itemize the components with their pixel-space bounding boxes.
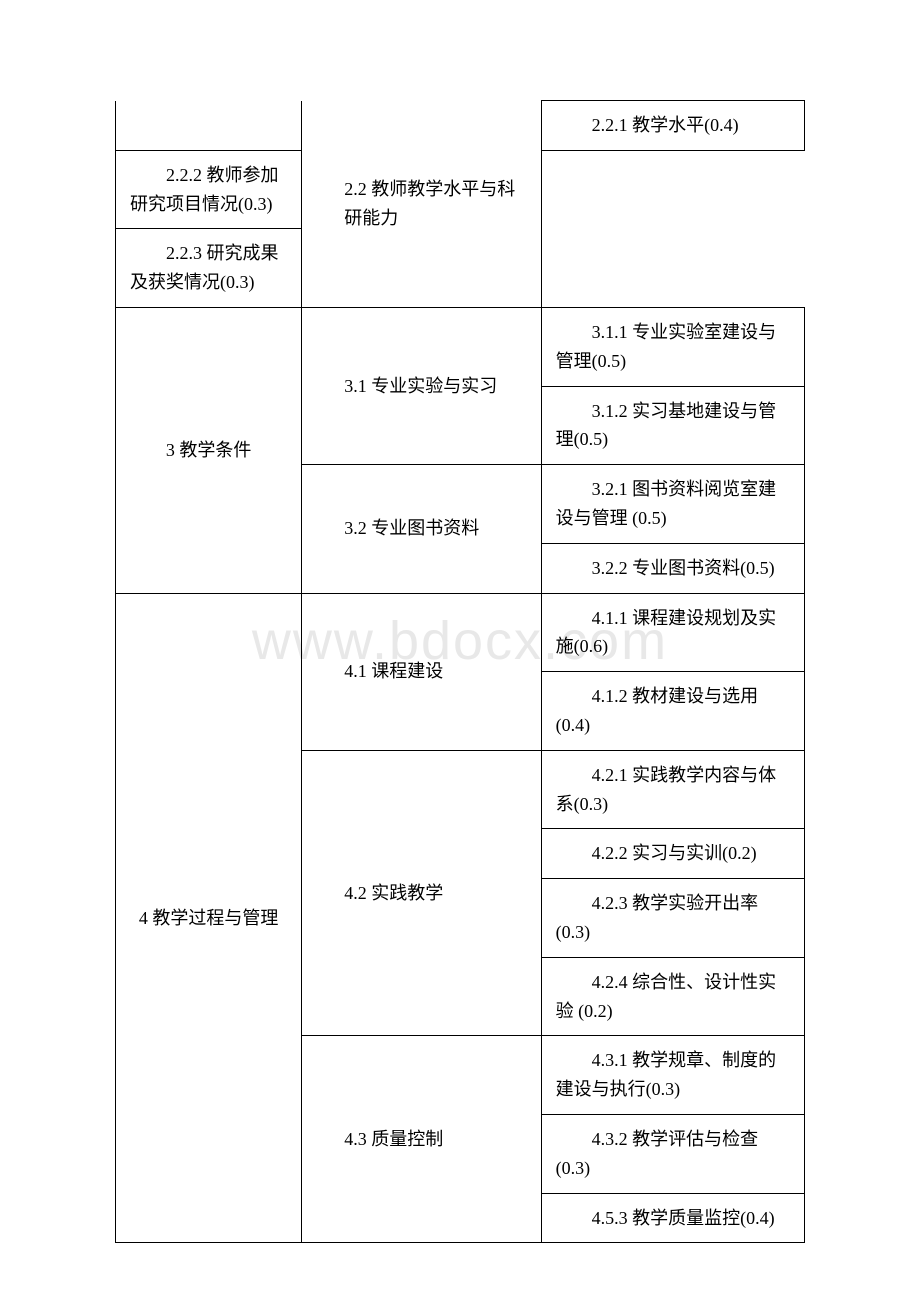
cell-item: 3.2.1 图书资料阅览室建设与管理 (0.5) <box>541 465 804 544</box>
cell-item: 4.2.2 实习与实训(0.2) <box>541 829 804 879</box>
cell-item: 3.1.2 实习基地建设与管理(0.5) <box>541 386 804 465</box>
cell-item: 2.2.1 教学水平(0.4) <box>541 101 804 151</box>
cell-item: 4.2.4 综合性、设计性实验 (0.2) <box>541 957 804 1036</box>
cell-subcategory: 4.3 质量控制 <box>302 1036 541 1243</box>
cell-item: 3.1.1 专业实验室建设与管理(0.5) <box>541 307 804 386</box>
cell-item: 4.1.1 课程建设规划及实施(0.6) <box>541 593 804 672</box>
cell-subcategory: 4.1 课程建设 <box>302 593 541 750</box>
cell-item: 3.2.2 专业图书资料(0.5) <box>541 543 804 593</box>
cell-item: 4.5.3 教学质量监控(0.4) <box>541 1193 804 1243</box>
table-row: 4 教学过程与管理 4.1 课程建设 4.1.1 课程建设规划及实施(0.6) <box>116 593 805 672</box>
cell-category: 3 教学条件 <box>116 307 302 593</box>
cell-item: 2.2.2 教师参加研究项目情况(0.3) <box>116 150 302 229</box>
table-row: 3 教学条件 3.1 专业实验与实习 3.1.1 专业实验室建设与管理(0.5) <box>116 307 805 386</box>
table-container: 2.2 教师教学水平与科研能力 2.2.1 教学水平(0.4) 2.2.2 教师… <box>115 100 805 1243</box>
table-row: 2.2 教师教学水平与科研能力 2.2.1 教学水平(0.4) <box>116 101 805 151</box>
cell-subcategory: 4.2 实践教学 <box>302 750 541 1036</box>
cell-subcategory: 3.2 专业图书资料 <box>302 465 541 593</box>
cell-item: 4.3.1 教学规章、制度的建设与执行(0.3) <box>541 1036 804 1115</box>
cell-subcategory: 3.1 专业实验与实习 <box>302 307 541 464</box>
cell-item: 2.2.3 研究成果及获奖情况(0.3) <box>116 229 302 308</box>
evaluation-table: 2.2 教师教学水平与科研能力 2.2.1 教学水平(0.4) 2.2.2 教师… <box>115 100 805 1243</box>
cell-item: 4.2.1 实践教学内容与体系(0.3) <box>541 750 804 829</box>
table-body: 2.2 教师教学水平与科研能力 2.2.1 教学水平(0.4) 2.2.2 教师… <box>116 101 805 1243</box>
cell-category <box>116 101 302 151</box>
cell-category: 4 教学过程与管理 <box>116 593 302 1243</box>
cell-item: 4.3.2 教学评估与检查(0.3) <box>541 1114 804 1193</box>
cell-item: 4.2.3 教学实验开出率(0.3) <box>541 879 804 958</box>
cell-subcategory: 2.2 教师教学水平与科研能力 <box>302 101 541 308</box>
cell-item: 4.1.2 教材建设与选用(0.4) <box>541 672 804 751</box>
